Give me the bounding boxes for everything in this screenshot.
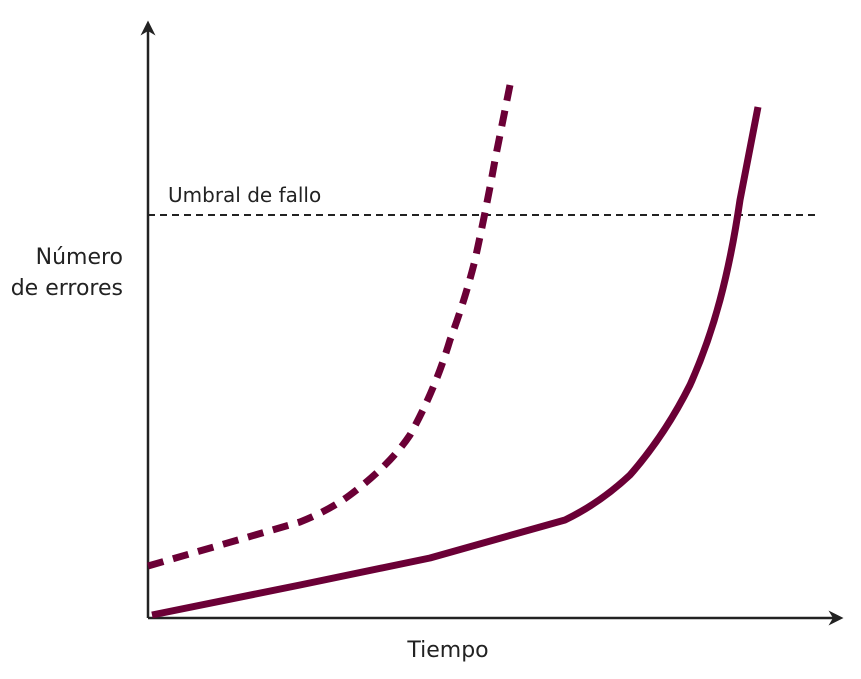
dashed-curve: [147, 84, 514, 570]
x-axis-label: Tiempo: [406, 638, 488, 663]
y-axis-label: de errores: [11, 276, 123, 301]
solid-curve: [151, 106, 762, 619]
threshold-label: Umbral de fallo: [168, 183, 321, 207]
y-axis-label: Número: [36, 245, 123, 270]
